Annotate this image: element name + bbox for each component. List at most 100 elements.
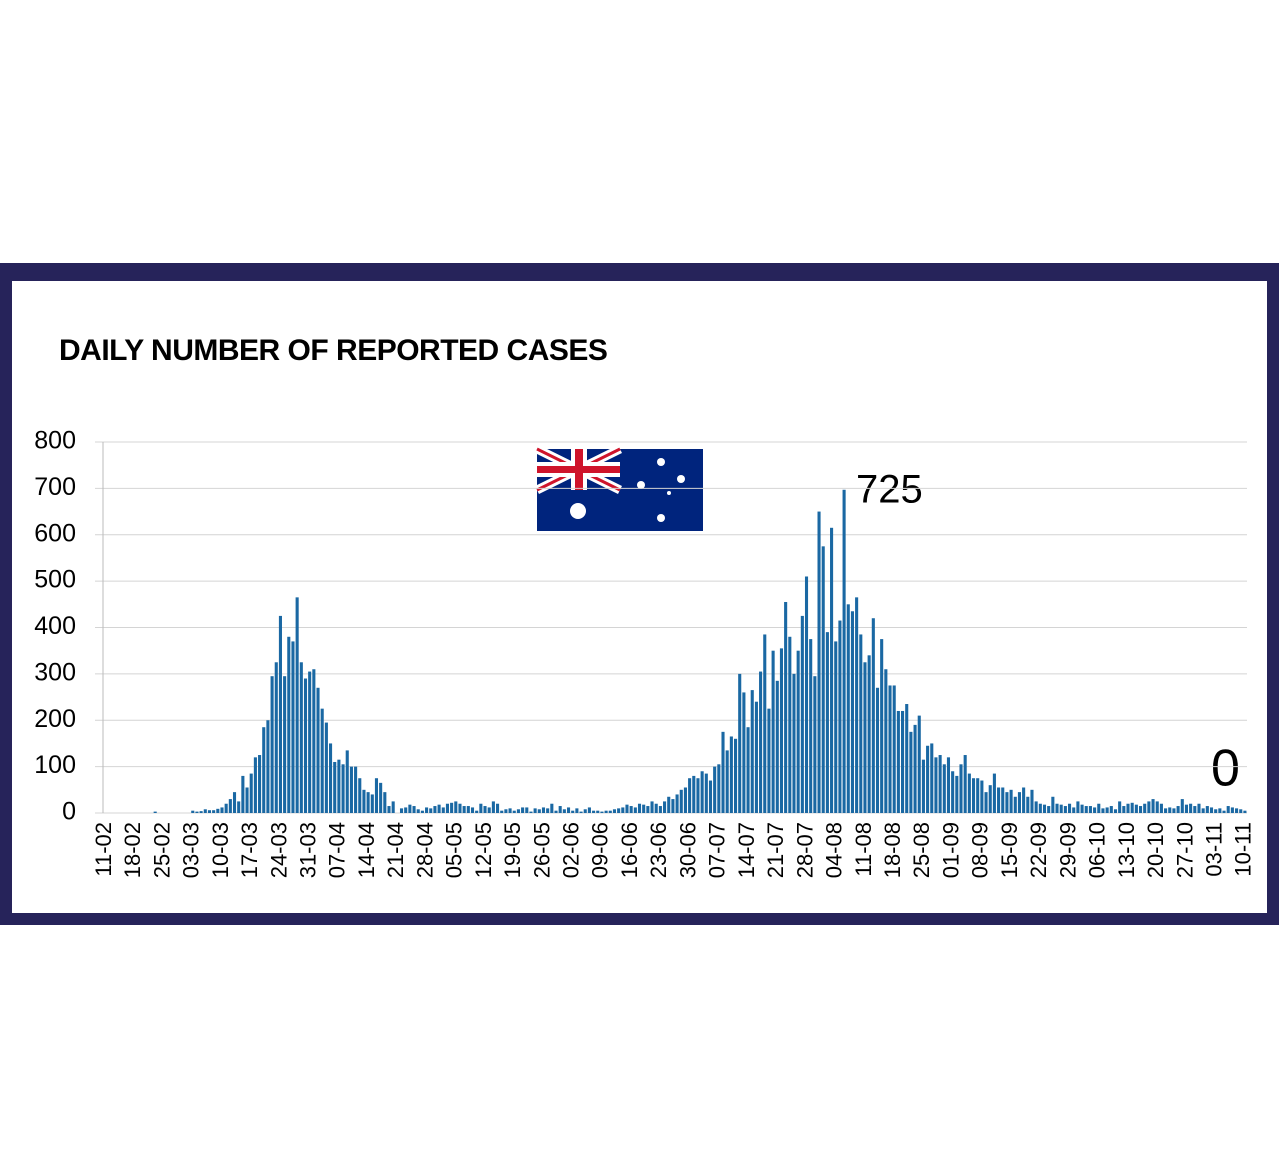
bar (1026, 796, 1030, 813)
bar (834, 641, 838, 813)
bar (984, 792, 988, 813)
x-tick-label: 19-05 (500, 822, 525, 878)
bar (729, 736, 733, 813)
bar (1093, 807, 1097, 813)
bar (1214, 809, 1218, 813)
x-tick-label: 02-06 (559, 822, 584, 878)
bar (333, 761, 337, 813)
bar (654, 803, 658, 813)
bar (575, 808, 579, 813)
bar (391, 801, 395, 813)
bar (1005, 792, 1009, 813)
bar (521, 807, 525, 813)
bar (287, 636, 291, 813)
bar (992, 773, 996, 813)
bar (759, 671, 763, 813)
bar (688, 778, 692, 813)
bar (875, 687, 880, 813)
x-tick-label: 15-09 (997, 822, 1022, 878)
bar (387, 806, 391, 813)
bar (425, 807, 429, 813)
bar (1243, 810, 1247, 813)
bar (1101, 808, 1105, 813)
y-tick-label: 0 (62, 798, 76, 826)
bar (608, 810, 612, 813)
bar (1134, 804, 1138, 813)
bar (850, 611, 854, 813)
bar (633, 807, 637, 813)
bar (809, 639, 813, 813)
x-tick-label: 30-06 (675, 822, 700, 878)
bar (1222, 810, 1226, 813)
bar (838, 620, 842, 813)
bar (1209, 807, 1214, 813)
bar (412, 806, 416, 813)
bar (541, 807, 546, 813)
bar (742, 692, 746, 813)
bar (345, 750, 349, 813)
x-tick-label: 03-11 (1201, 822, 1226, 877)
bar (383, 792, 387, 813)
x-tick-label: 11-02 (91, 822, 116, 877)
bar (237, 801, 241, 813)
bar (738, 673, 742, 813)
bar (312, 669, 316, 813)
bar (537, 809, 541, 813)
bar (1235, 808, 1239, 813)
bar (679, 789, 683, 813)
bar (416, 809, 420, 813)
bar (191, 810, 195, 813)
bar (971, 778, 976, 813)
bar (370, 794, 374, 813)
annotation: 725 (856, 468, 923, 512)
bar (988, 785, 992, 813)
bar (1063, 806, 1067, 813)
bar (228, 799, 232, 813)
bar (955, 775, 959, 813)
bar (220, 807, 224, 813)
bar (934, 757, 938, 813)
bar (379, 782, 383, 813)
bar (224, 803, 228, 813)
bar (754, 701, 758, 813)
bar (1042, 804, 1047, 813)
bar (946, 757, 951, 813)
x-tick-label: 18-08 (880, 822, 905, 878)
bar (1047, 806, 1051, 813)
bar (637, 803, 642, 813)
bar (266, 720, 270, 813)
y-tick-label: 700 (34, 473, 76, 501)
x-tick-label: 21-04 (383, 822, 408, 878)
bar (1080, 804, 1084, 813)
bar (997, 787, 1001, 813)
bar (967, 773, 971, 813)
bar (475, 810, 479, 813)
bar (896, 710, 900, 813)
bar (733, 738, 738, 813)
bar (909, 731, 913, 813)
x-tick-label: 21-07 (763, 822, 788, 878)
bar (675, 794, 679, 813)
bar (399, 808, 404, 813)
bar (1059, 804, 1063, 813)
bar (784, 601, 788, 813)
bar (1205, 806, 1209, 813)
bar (546, 808, 550, 813)
bar (1180, 799, 1184, 813)
bar (562, 809, 566, 813)
y-tick-label: 200 (34, 705, 76, 733)
bar (1017, 792, 1021, 813)
bar (767, 708, 771, 813)
x-tick-label: 27-10 (1172, 822, 1197, 878)
bar (249, 773, 253, 813)
bar (337, 759, 341, 813)
bar (1151, 799, 1155, 813)
bar (1138, 806, 1143, 813)
bar (667, 796, 671, 813)
bar (846, 604, 850, 813)
bar (963, 755, 967, 813)
bar (821, 546, 825, 813)
flag (535, 444, 703, 531)
bar (646, 806, 650, 813)
bar (796, 650, 800, 813)
